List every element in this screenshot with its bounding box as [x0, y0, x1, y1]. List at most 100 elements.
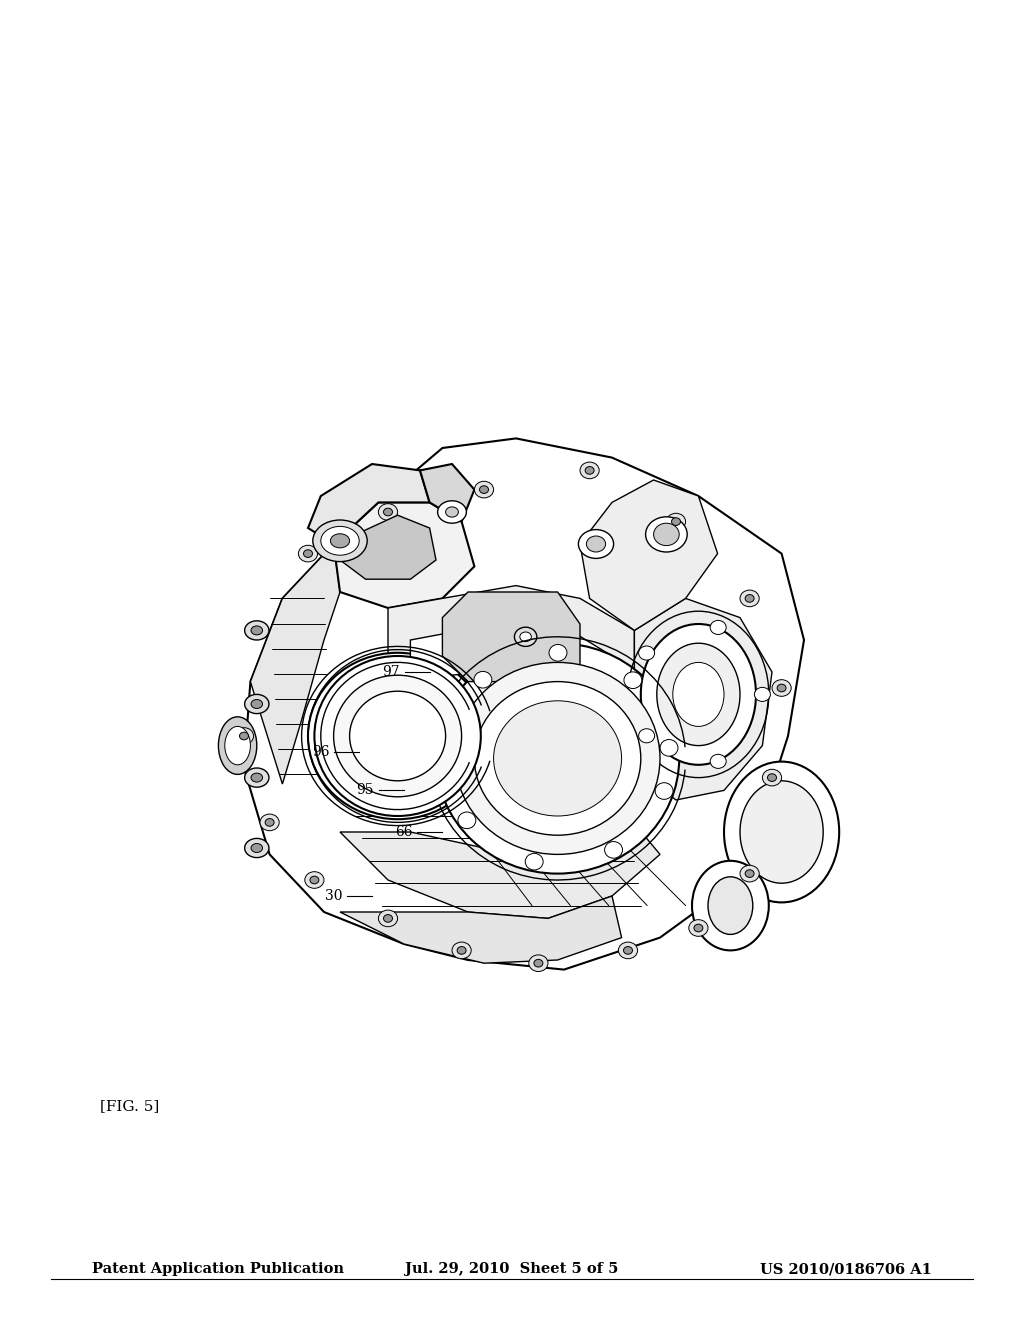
Ellipse shape — [580, 462, 599, 479]
Ellipse shape — [525, 853, 543, 870]
Ellipse shape — [763, 770, 781, 785]
Ellipse shape — [437, 739, 456, 755]
Ellipse shape — [234, 727, 254, 744]
Ellipse shape — [745, 870, 754, 878]
Polygon shape — [442, 591, 580, 681]
Ellipse shape — [240, 733, 249, 739]
Ellipse shape — [656, 643, 740, 746]
Ellipse shape — [585, 466, 594, 474]
Polygon shape — [420, 465, 474, 521]
Ellipse shape — [327, 700, 342, 714]
Ellipse shape — [645, 517, 687, 552]
Polygon shape — [244, 438, 804, 970]
Text: Jul. 29, 2010  Sheet 5 of 5: Jul. 29, 2010 Sheet 5 of 5 — [406, 1262, 618, 1276]
Ellipse shape — [740, 781, 823, 883]
Ellipse shape — [305, 871, 324, 888]
Ellipse shape — [708, 876, 753, 935]
Ellipse shape — [260, 814, 280, 830]
Ellipse shape — [251, 700, 262, 709]
Polygon shape — [411, 618, 612, 688]
Ellipse shape — [457, 946, 466, 954]
Polygon shape — [388, 586, 635, 681]
Ellipse shape — [479, 486, 488, 494]
Ellipse shape — [474, 672, 492, 688]
Ellipse shape — [579, 529, 613, 558]
Ellipse shape — [245, 694, 269, 714]
Ellipse shape — [251, 774, 262, 781]
Ellipse shape — [384, 508, 392, 516]
Ellipse shape — [374, 795, 390, 809]
Ellipse shape — [474, 482, 494, 498]
Ellipse shape — [245, 620, 269, 640]
Ellipse shape — [618, 942, 638, 958]
Ellipse shape — [437, 500, 466, 523]
Ellipse shape — [245, 838, 269, 858]
Ellipse shape — [772, 680, 792, 697]
Polygon shape — [334, 503, 474, 609]
Ellipse shape — [456, 663, 660, 854]
Ellipse shape — [218, 717, 257, 775]
Text: 66: 66 — [395, 825, 413, 840]
Text: 30: 30 — [325, 888, 342, 903]
Ellipse shape — [298, 545, 317, 562]
Ellipse shape — [534, 960, 543, 968]
Polygon shape — [340, 515, 436, 579]
Text: Patent Application Publication: Patent Application Publication — [92, 1262, 344, 1276]
Ellipse shape — [312, 520, 368, 561]
Ellipse shape — [514, 627, 537, 647]
Ellipse shape — [692, 861, 769, 950]
Ellipse shape — [768, 774, 776, 781]
Ellipse shape — [494, 701, 622, 816]
Polygon shape — [251, 544, 340, 784]
Ellipse shape — [520, 632, 531, 642]
Ellipse shape — [641, 624, 756, 764]
Ellipse shape — [321, 527, 359, 556]
Ellipse shape — [549, 644, 567, 661]
Ellipse shape — [251, 843, 262, 853]
Ellipse shape — [639, 729, 654, 743]
Ellipse shape — [308, 653, 487, 820]
Text: 97: 97 — [382, 665, 399, 678]
Ellipse shape — [711, 620, 726, 635]
Ellipse shape — [349, 692, 445, 781]
Ellipse shape — [265, 818, 274, 826]
Ellipse shape — [724, 762, 840, 903]
Ellipse shape — [310, 876, 318, 884]
Ellipse shape — [452, 942, 471, 958]
Ellipse shape — [604, 842, 623, 858]
Ellipse shape — [673, 663, 724, 726]
Ellipse shape — [740, 590, 759, 607]
Ellipse shape — [655, 783, 673, 800]
Ellipse shape — [245, 768, 269, 787]
Ellipse shape — [379, 504, 397, 520]
Ellipse shape — [755, 688, 770, 701]
Polygon shape — [580, 480, 718, 631]
Ellipse shape — [327, 758, 342, 772]
Ellipse shape — [251, 626, 262, 635]
Text: US 2010/0186706 A1: US 2010/0186706 A1 — [760, 1262, 932, 1276]
Ellipse shape — [667, 513, 686, 529]
Ellipse shape — [433, 781, 450, 796]
Ellipse shape — [445, 507, 459, 517]
Polygon shape — [635, 598, 772, 800]
Ellipse shape — [624, 946, 633, 954]
Polygon shape — [340, 816, 660, 919]
Text: 95: 95 — [356, 783, 374, 797]
Ellipse shape — [587, 536, 605, 552]
Ellipse shape — [436, 643, 679, 874]
Ellipse shape — [340, 681, 456, 791]
Ellipse shape — [460, 729, 476, 743]
Ellipse shape — [225, 726, 251, 764]
Ellipse shape — [689, 920, 708, 936]
Ellipse shape — [384, 915, 392, 923]
Ellipse shape — [433, 676, 450, 690]
Ellipse shape — [653, 523, 679, 545]
Ellipse shape — [379, 909, 397, 927]
Text: [FIG. 5]: [FIG. 5] — [100, 1100, 160, 1113]
Ellipse shape — [528, 954, 548, 972]
Polygon shape — [340, 896, 622, 964]
Ellipse shape — [694, 924, 702, 932]
Ellipse shape — [474, 681, 641, 836]
Ellipse shape — [639, 645, 654, 660]
Text: 96: 96 — [311, 744, 329, 759]
